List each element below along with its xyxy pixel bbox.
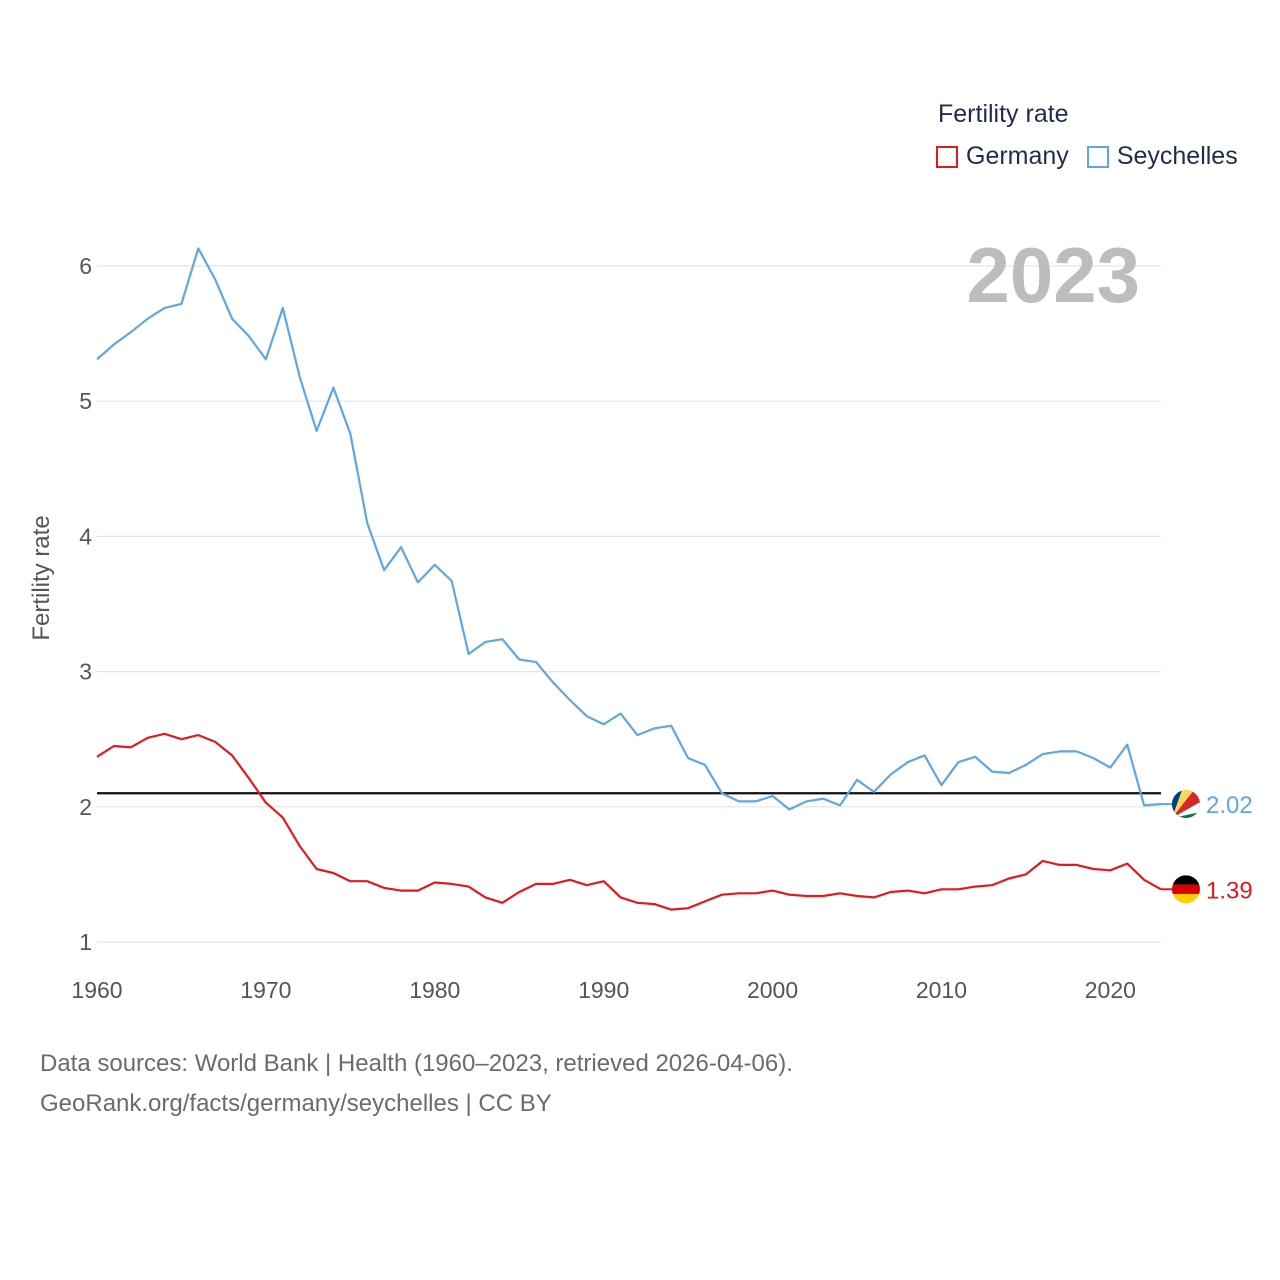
legend-swatch-germany <box>936 145 958 168</box>
legend-item-seychelles[interactable]: Seychelles <box>1086 142 1238 171</box>
y-tick-label-4: 4 <box>79 523 92 549</box>
end-markers: 1.39 2.02 <box>1161 790 1253 904</box>
x-tick-label-2010: 2010 <box>916 977 967 1003</box>
y-tick-label-3: 3 <box>79 659 92 685</box>
grid-lines <box>97 265 1161 943</box>
series-line-seychelles[interactable] <box>96 247 1162 811</box>
current-year-label: 2023 <box>966 231 1140 319</box>
x-tick-label-2020: 2020 <box>1085 977 1136 1003</box>
end-label-germany: 1.39 <box>1206 877 1253 904</box>
source-line-1: Data sources: World Bank | Health (1960–… <box>40 1050 793 1077</box>
x-tick-label-1980: 1980 <box>409 977 460 1003</box>
y-tick-label-5: 5 <box>79 388 92 414</box>
y-tick-label-1: 1 <box>79 929 92 955</box>
legend-label-germany: Germany <box>966 142 1069 170</box>
series-lines <box>96 247 1162 911</box>
legend-title: Fertility rate <box>938 100 1069 128</box>
y-tick-label-2: 2 <box>79 794 92 820</box>
flag-icon-germany <box>1172 875 1200 904</box>
legend-swatch-seychelles <box>1086 145 1109 168</box>
source-line-2[interactable]: GeoRank.org/facts/germany/seychelles | C… <box>40 1090 552 1117</box>
legend-label-seychelles: Seychelles <box>1116 142 1238 170</box>
end-label-seychelles: 2.02 <box>1206 792 1253 819</box>
source-note: Data sources: World Bank | Health (1960–… <box>40 1044 793 1124</box>
y-tick-label-6: 6 <box>79 253 92 279</box>
x-tick-label-2000: 2000 <box>747 977 798 1003</box>
series-line-germany[interactable] <box>96 732 1162 911</box>
x-tick-label-1990: 1990 <box>578 977 629 1003</box>
x-tick-label-1970: 1970 <box>240 977 291 1003</box>
y-axis-label: Fertility rate <box>28 515 55 641</box>
flag-icon-seychelles <box>1172 790 1200 819</box>
x-tick-label-1960: 1960 <box>71 977 122 1003</box>
legend: Germany Seychelles <box>936 142 1256 171</box>
axis-ticks: 1 2 3 4 5 6 1960 1970 1980 1990 2000 2010 2020 <box>71 253 1136 1003</box>
legend-item-germany[interactable]: Germany <box>936 142 1069 171</box>
